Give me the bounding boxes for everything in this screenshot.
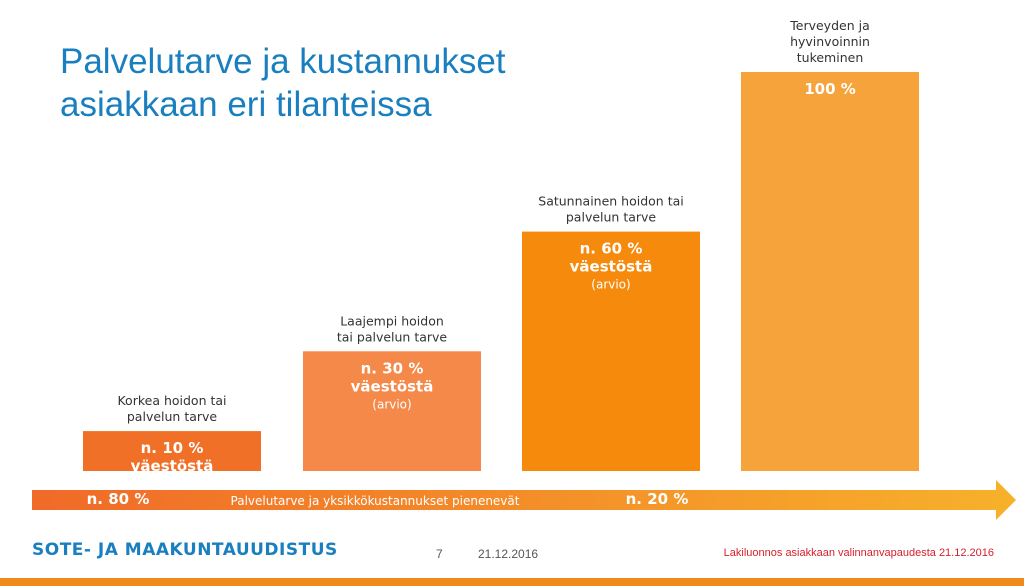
value-label-3: n. 60 % [580,240,643,258]
footer-note: Lakiluonnos asiakkaan valinnanvapaudesta… [723,547,994,559]
value-label-2: n. 30 % [361,359,424,377]
footer-divider [0,578,1024,586]
sub-label-1: väestöstä [131,457,214,475]
arrow-left-label: n. 80 % [87,490,150,508]
footer-brand: SOTE- JA MAAKUNTAUUDISTUS [32,540,338,560]
arrow-center-label: Palvelutarve ja yksikkökustannukset pien… [231,494,520,508]
category-label-4: Terveyden ja [789,18,869,33]
title-line-2: asiakkaan eri tilanteissa [60,85,432,124]
value-label-1: n. 10 % [141,439,204,457]
trend-arrow [32,480,1016,520]
arrow-right-label: n. 20 % [626,490,689,508]
bar-3 [522,231,700,471]
sub-label-3: väestöstä [570,258,653,276]
title-line-1: Palvelutarve ja kustannukset [60,42,506,81]
bar-2 [303,351,481,471]
sub-label-2: väestöstä [351,377,434,395]
bar-1 [83,431,261,471]
page-number: 7 [436,547,443,561]
category-label-2: Laajempi hoidon [340,313,444,328]
category-label-4: hyvinvoinnin [790,34,870,49]
category-label-4: tukeminen [797,50,864,65]
category-label-1: palvelun tarve [127,409,218,424]
value-label-4: 100 % [804,80,856,98]
category-label-3: Satunnainen hoidon tai [538,194,683,209]
category-label-2: tai palvelun tarve [337,329,448,344]
category-label-3: palvelun tarve [566,210,657,225]
note-label-3: (arvio) [591,278,630,292]
footer-date: 21.12.2016 [478,547,539,561]
note-label-2: (arvio) [372,397,411,411]
page-title: Palvelutarve ja kustannukset asiakkaan e… [60,40,620,126]
category-label-1: Korkea hoidon tai [117,393,226,408]
bar-4 [741,72,919,471]
